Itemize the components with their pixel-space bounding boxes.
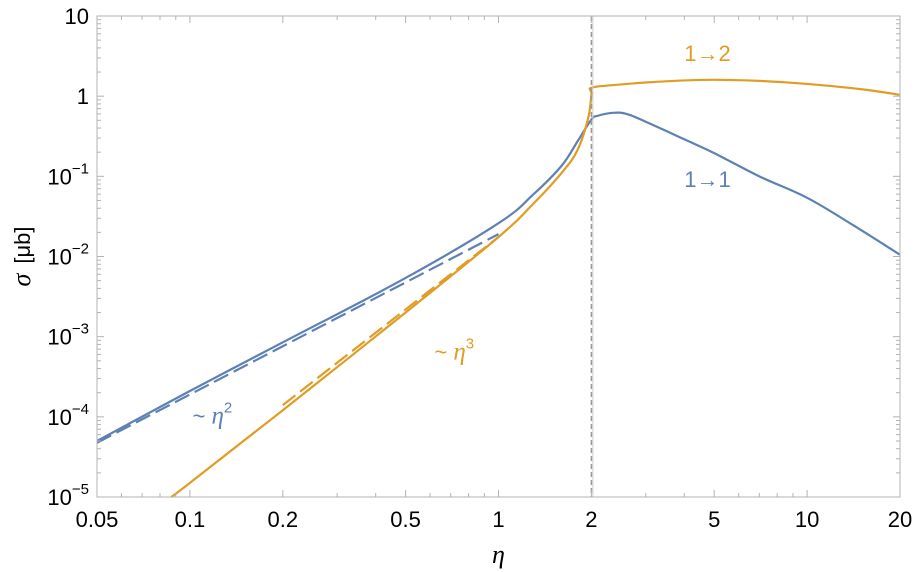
y-tick-label-6: 10−5 <box>47 481 89 510</box>
y-axis-unit: [μb] <box>10 227 35 264</box>
annotation-symbol: η <box>453 338 465 365</box>
series-line-3 <box>282 236 500 406</box>
annotation-text: 1→2 <box>684 41 730 66</box>
annotation-3: ~ η2 <box>193 399 233 429</box>
y-tick-label-3: 10−2 <box>47 241 89 270</box>
y-tick-exponent: −5 <box>72 481 89 498</box>
x-tick-label-5: 2 <box>585 507 597 532</box>
y-axis-label-group: σ [μb] <box>7 227 36 287</box>
y-tick-base: 10 <box>47 405 71 430</box>
annotation-0: 1→2 <box>684 41 730 66</box>
x-tick-label-6: 5 <box>708 507 720 532</box>
y-tick-base: 10 <box>65 4 89 29</box>
x-tick-label-2: 0.2 <box>267 507 298 532</box>
x-tick-label-1: 0.1 <box>175 507 206 532</box>
annotation-exponent: 3 <box>466 335 474 352</box>
series-line-0 <box>96 111 901 442</box>
annotation-2: ~ η3 <box>434 335 474 365</box>
annotation-symbol: η <box>212 402 224 429</box>
x-axis: 0.05 0.1 0.2 0.5 1 2 5 10 20 <box>76 16 912 532</box>
y-tick-label-5: 10−4 <box>47 401 89 430</box>
y-tick-exponent: −4 <box>72 401 89 418</box>
annotations-layer: 1→21→1~ η3~ η2 <box>193 41 731 429</box>
series-line-2 <box>96 233 500 444</box>
x-tick-label-3: 0.5 <box>390 507 421 532</box>
y-tick-base: 10 <box>47 325 71 350</box>
annotation-text: 1→1 <box>684 167 730 192</box>
x-tick-label-8: 20 <box>888 507 912 532</box>
annotation-text: ~ <box>193 403 212 428</box>
series-line-1 <box>170 78 901 498</box>
y-tick-base: 10 <box>47 485 71 510</box>
annotation-text: ~ <box>434 339 453 364</box>
y-axis-label: σ [μb] <box>7 227 36 287</box>
annotation-1: 1→1 <box>684 167 730 192</box>
x-tick-label-7: 10 <box>795 507 819 532</box>
y-axis-symbol: σ <box>7 272 36 286</box>
x-tick-label-0: 0.05 <box>76 507 119 532</box>
y-tick-base: 10 <box>47 164 71 189</box>
x-tick-label-4: 1 <box>492 507 504 532</box>
y-tick-label-0: 10 <box>65 4 89 29</box>
series-layer <box>96 78 901 498</box>
y-tick-label-1: 1 <box>77 84 89 109</box>
y-tick-exponent: −2 <box>72 241 89 258</box>
y-tick-label-4: 10−3 <box>47 321 89 350</box>
y-tick-label-2: 10−1 <box>47 160 89 189</box>
y-tick-exponent: −3 <box>72 321 89 338</box>
y-tick-exponent: −1 <box>72 160 89 177</box>
annotation-exponent: 2 <box>224 399 232 416</box>
y-tick-base: 10 <box>47 245 71 270</box>
y-tick-base: 1 <box>77 84 89 109</box>
x-axis-label: η <box>492 540 505 569</box>
threshold-layer <box>590 16 594 497</box>
